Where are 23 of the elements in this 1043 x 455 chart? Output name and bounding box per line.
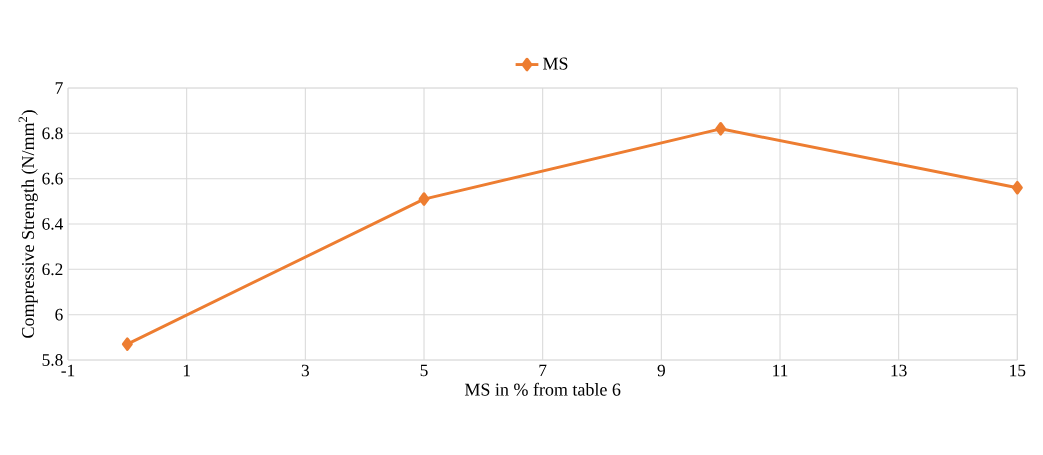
y-axis-title: Compressive Strength (N/mm$^{2}$) <box>18 110 38 338</box>
x-tick-label: 5 <box>420 364 428 377</box>
x-tick-label: 15 <box>1010 364 1026 377</box>
x-tick-label: 3 <box>301 364 309 377</box>
y-tick-label: 6 <box>55 308 63 321</box>
y-tick-label: 5.8 <box>42 354 63 366</box>
y-tick-label: 7 <box>55 82 63 94</box>
x-tick-label: 11 <box>773 364 788 377</box>
y-tick-label: 6.4 <box>42 218 64 230</box>
x-axis-title: MS in % from table 6 <box>464 382 621 396</box>
y-tick-label: 6.2 <box>42 263 63 276</box>
point <box>121 337 133 351</box>
x-tick-label: 9 <box>657 364 665 377</box>
x-tick-label: 7 <box>539 364 547 377</box>
y-tick-label: 6.6 <box>42 172 63 185</box>
legend-label: MS <box>543 57 568 70</box>
x-tick-label: 1 <box>183 364 190 377</box>
point <box>1011 180 1023 195</box>
point <box>418 192 430 206</box>
x-tick-label: 13 <box>891 364 907 377</box>
point <box>715 122 727 136</box>
x-tick-label: -1 <box>61 364 75 377</box>
y-tick-label: 6.8 <box>42 127 63 140</box>
